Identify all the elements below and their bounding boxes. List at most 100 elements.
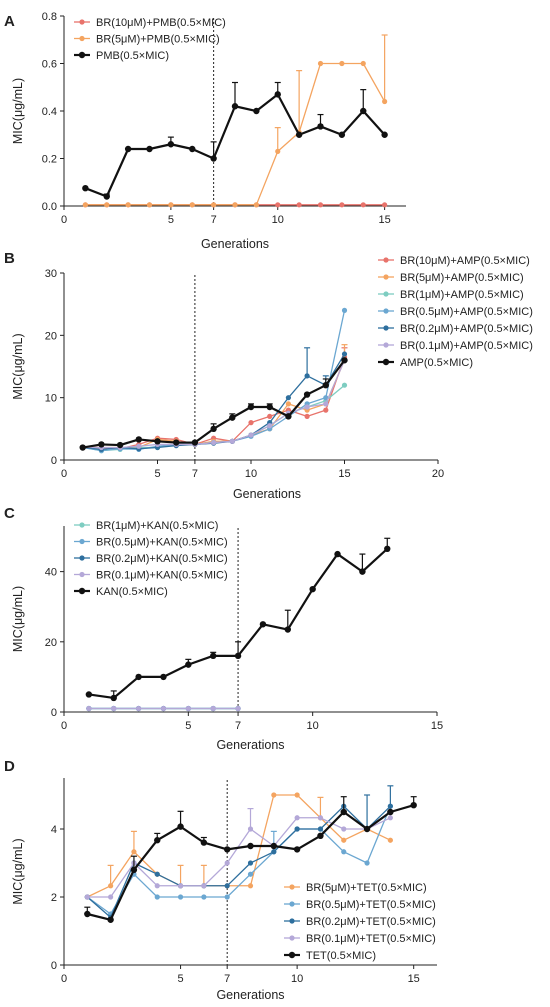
data-point bbox=[185, 661, 192, 668]
data-point bbox=[387, 815, 393, 821]
y-tick-label: 0.4 bbox=[42, 106, 57, 118]
data-point bbox=[317, 832, 324, 839]
legend: BR(5μM)+TET(0.5×MIC) BR(0.5μM)+TET(0.5×MI… bbox=[284, 882, 436, 962]
data-point bbox=[84, 894, 90, 900]
x-tick-label: 5 bbox=[168, 214, 174, 226]
y-tick-label: 0 bbox=[51, 960, 57, 972]
x-tick-label: 7 bbox=[224, 973, 230, 985]
data-point bbox=[317, 60, 324, 67]
x-tick-label: 7 bbox=[192, 468, 198, 480]
data-point bbox=[234, 652, 242, 660]
data-point bbox=[167, 141, 175, 148]
legend-label: BR(1μM)+KAN(0.5×MIC) bbox=[96, 520, 218, 532]
data-point bbox=[360, 107, 367, 115]
x-tick-label: 10 bbox=[245, 468, 257, 480]
x-tick-label: 15 bbox=[379, 214, 391, 226]
series-line bbox=[87, 817, 391, 898]
data-point bbox=[108, 894, 114, 900]
data-point bbox=[285, 413, 292, 420]
y-axis-title: MIC(μg/mL) bbox=[11, 838, 25, 904]
legend-label: BR(0.2μM)+AMP(0.5×MIC) bbox=[400, 323, 533, 335]
legend-label: BR(1μM)+AMP(0.5×MIC) bbox=[400, 289, 524, 301]
data-point bbox=[363, 825, 371, 833]
y-axis-title: MIC(μg/mL) bbox=[11, 78, 25, 144]
data-point bbox=[247, 860, 254, 866]
data-point bbox=[267, 423, 273, 429]
legend-swatch-marker bbox=[288, 951, 296, 959]
data-point bbox=[235, 705, 241, 712]
legend-swatch-marker bbox=[289, 901, 295, 907]
data-point bbox=[247, 871, 254, 877]
legend-label: BR(0.5μM)+AMP(0.5×MIC) bbox=[400, 306, 533, 318]
data-point bbox=[191, 439, 199, 446]
y-tick-label: 30 bbox=[45, 268, 57, 280]
data-point bbox=[107, 916, 114, 923]
data-point bbox=[247, 403, 255, 411]
data-point bbox=[136, 705, 142, 712]
data-point bbox=[210, 155, 217, 162]
x-tick-label: 5 bbox=[154, 468, 160, 480]
data-point bbox=[253, 107, 260, 115]
legend-swatch-marker bbox=[383, 291, 389, 297]
x-tick-label: 10 bbox=[291, 973, 303, 985]
data-point bbox=[271, 849, 277, 855]
panel-D: D 0 5 7 10 15 0 2 4 Generations MIC(μg/mL) BR(5μM)+… bbox=[4, 758, 437, 1002]
y-tick-label: 2 bbox=[51, 892, 57, 904]
data-point bbox=[304, 413, 310, 419]
legend-label: BR(0.1μM)+KAN(0.5×MIC) bbox=[96, 570, 228, 582]
data-point bbox=[154, 837, 161, 844]
data-point bbox=[211, 202, 217, 208]
series-5 bbox=[84, 796, 417, 923]
legend-label: BR(0.5μM)+TET(0.5×MIC) bbox=[306, 899, 436, 911]
data-point bbox=[229, 414, 236, 421]
legend-swatch-marker bbox=[382, 358, 390, 366]
y-tick-label: 0.0 bbox=[42, 201, 57, 213]
data-point bbox=[387, 803, 393, 809]
legend-label: TET(0.5×MIC) bbox=[306, 950, 376, 962]
legend-label: BR(0.1μM)+TET(0.5×MIC) bbox=[306, 933, 436, 945]
data-point bbox=[296, 202, 302, 208]
data-point bbox=[387, 808, 394, 816]
data-point bbox=[131, 849, 137, 855]
data-point bbox=[86, 705, 92, 712]
x-tick-label: 10 bbox=[307, 720, 319, 732]
data-point bbox=[294, 826, 300, 832]
data-point bbox=[304, 404, 310, 410]
series-line bbox=[86, 805, 391, 915]
data-point bbox=[224, 894, 230, 900]
data-point bbox=[189, 145, 196, 153]
data-point bbox=[247, 842, 254, 850]
x-tick-label: 0 bbox=[61, 720, 67, 732]
legend-swatch-marker bbox=[79, 522, 85, 528]
data-point bbox=[294, 792, 300, 798]
data-point bbox=[124, 145, 132, 153]
legend: BR(10μM)+PMB(0.5×MIC) BR(5μM)+PMB(0.5×MIC… bbox=[74, 17, 226, 62]
y-tick-label: 0.2 bbox=[42, 154, 57, 166]
data-point bbox=[341, 826, 347, 832]
data-point bbox=[189, 202, 195, 208]
data-point bbox=[323, 401, 329, 407]
data-point bbox=[231, 103, 239, 110]
y-tick-label: 20 bbox=[45, 637, 57, 649]
data-point bbox=[341, 307, 348, 313]
data-point bbox=[229, 438, 235, 444]
legend-label: BR(0.5μM)+KAN(0.5×MIC) bbox=[96, 537, 228, 549]
data-point bbox=[359, 568, 366, 575]
x-tick-label: 5 bbox=[185, 720, 191, 732]
x-tick-label: 0 bbox=[61, 214, 67, 226]
data-point bbox=[317, 123, 324, 130]
data-point bbox=[247, 826, 254, 832]
data-point bbox=[173, 439, 180, 446]
data-point bbox=[304, 373, 310, 379]
x-axis-title: Generations bbox=[233, 487, 301, 501]
data-point bbox=[146, 145, 153, 153]
data-point bbox=[360, 60, 366, 67]
data-point bbox=[387, 837, 393, 843]
x-tick-label: 0 bbox=[61, 468, 67, 480]
data-point bbox=[259, 621, 267, 628]
x-axis-title: Generations bbox=[201, 237, 269, 251]
data-point bbox=[136, 443, 142, 449]
data-point bbox=[232, 202, 238, 208]
legend-swatch-marker bbox=[383, 257, 389, 263]
panel-label: C bbox=[4, 505, 15, 522]
